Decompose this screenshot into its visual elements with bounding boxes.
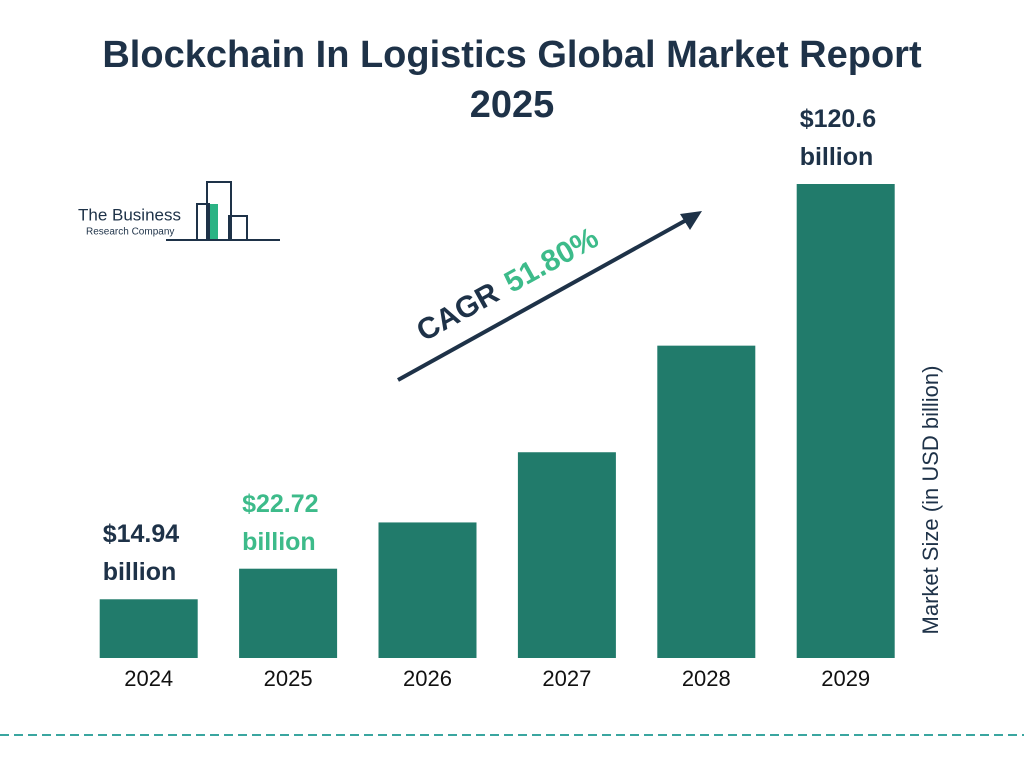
value-label: $14.94 billion (102, 520, 180, 587)
bar (517, 452, 616, 658)
cagr-arrow (397, 216, 691, 382)
chart-title: Blockchain In Logistics Global Market Re… (102, 34, 922, 126)
logo-bar (210, 204, 218, 240)
logo-text: The Business (78, 205, 181, 224)
logo-subtext: Research Company (86, 227, 174, 238)
cagr-label: CAGR (411, 276, 505, 348)
cagr-arrowhead (680, 211, 702, 230)
bar (99, 599, 198, 658)
cagr-value: 51.80% (499, 221, 604, 299)
x-tick-label: 2027 (542, 666, 591, 691)
x-tick-label: 2028 (682, 666, 731, 691)
cagr: CAGR51.80% (411, 221, 604, 348)
x-tick-label: 2026 (403, 666, 452, 691)
bar (239, 568, 338, 658)
value-label: $120.6 billion (799, 105, 877, 171)
bar (657, 345, 756, 658)
x-tick-label: 2024 (124, 666, 173, 691)
logo: The Business Research Company (78, 181, 280, 241)
bar (796, 184, 895, 658)
y-axis-label: Market Size (in USD billion) (918, 366, 943, 635)
x-tick-label: 2025 (264, 666, 313, 691)
x-tick-label: 2029 (821, 666, 870, 691)
value-label: $22.72 billion (242, 489, 319, 556)
bar (378, 522, 477, 658)
